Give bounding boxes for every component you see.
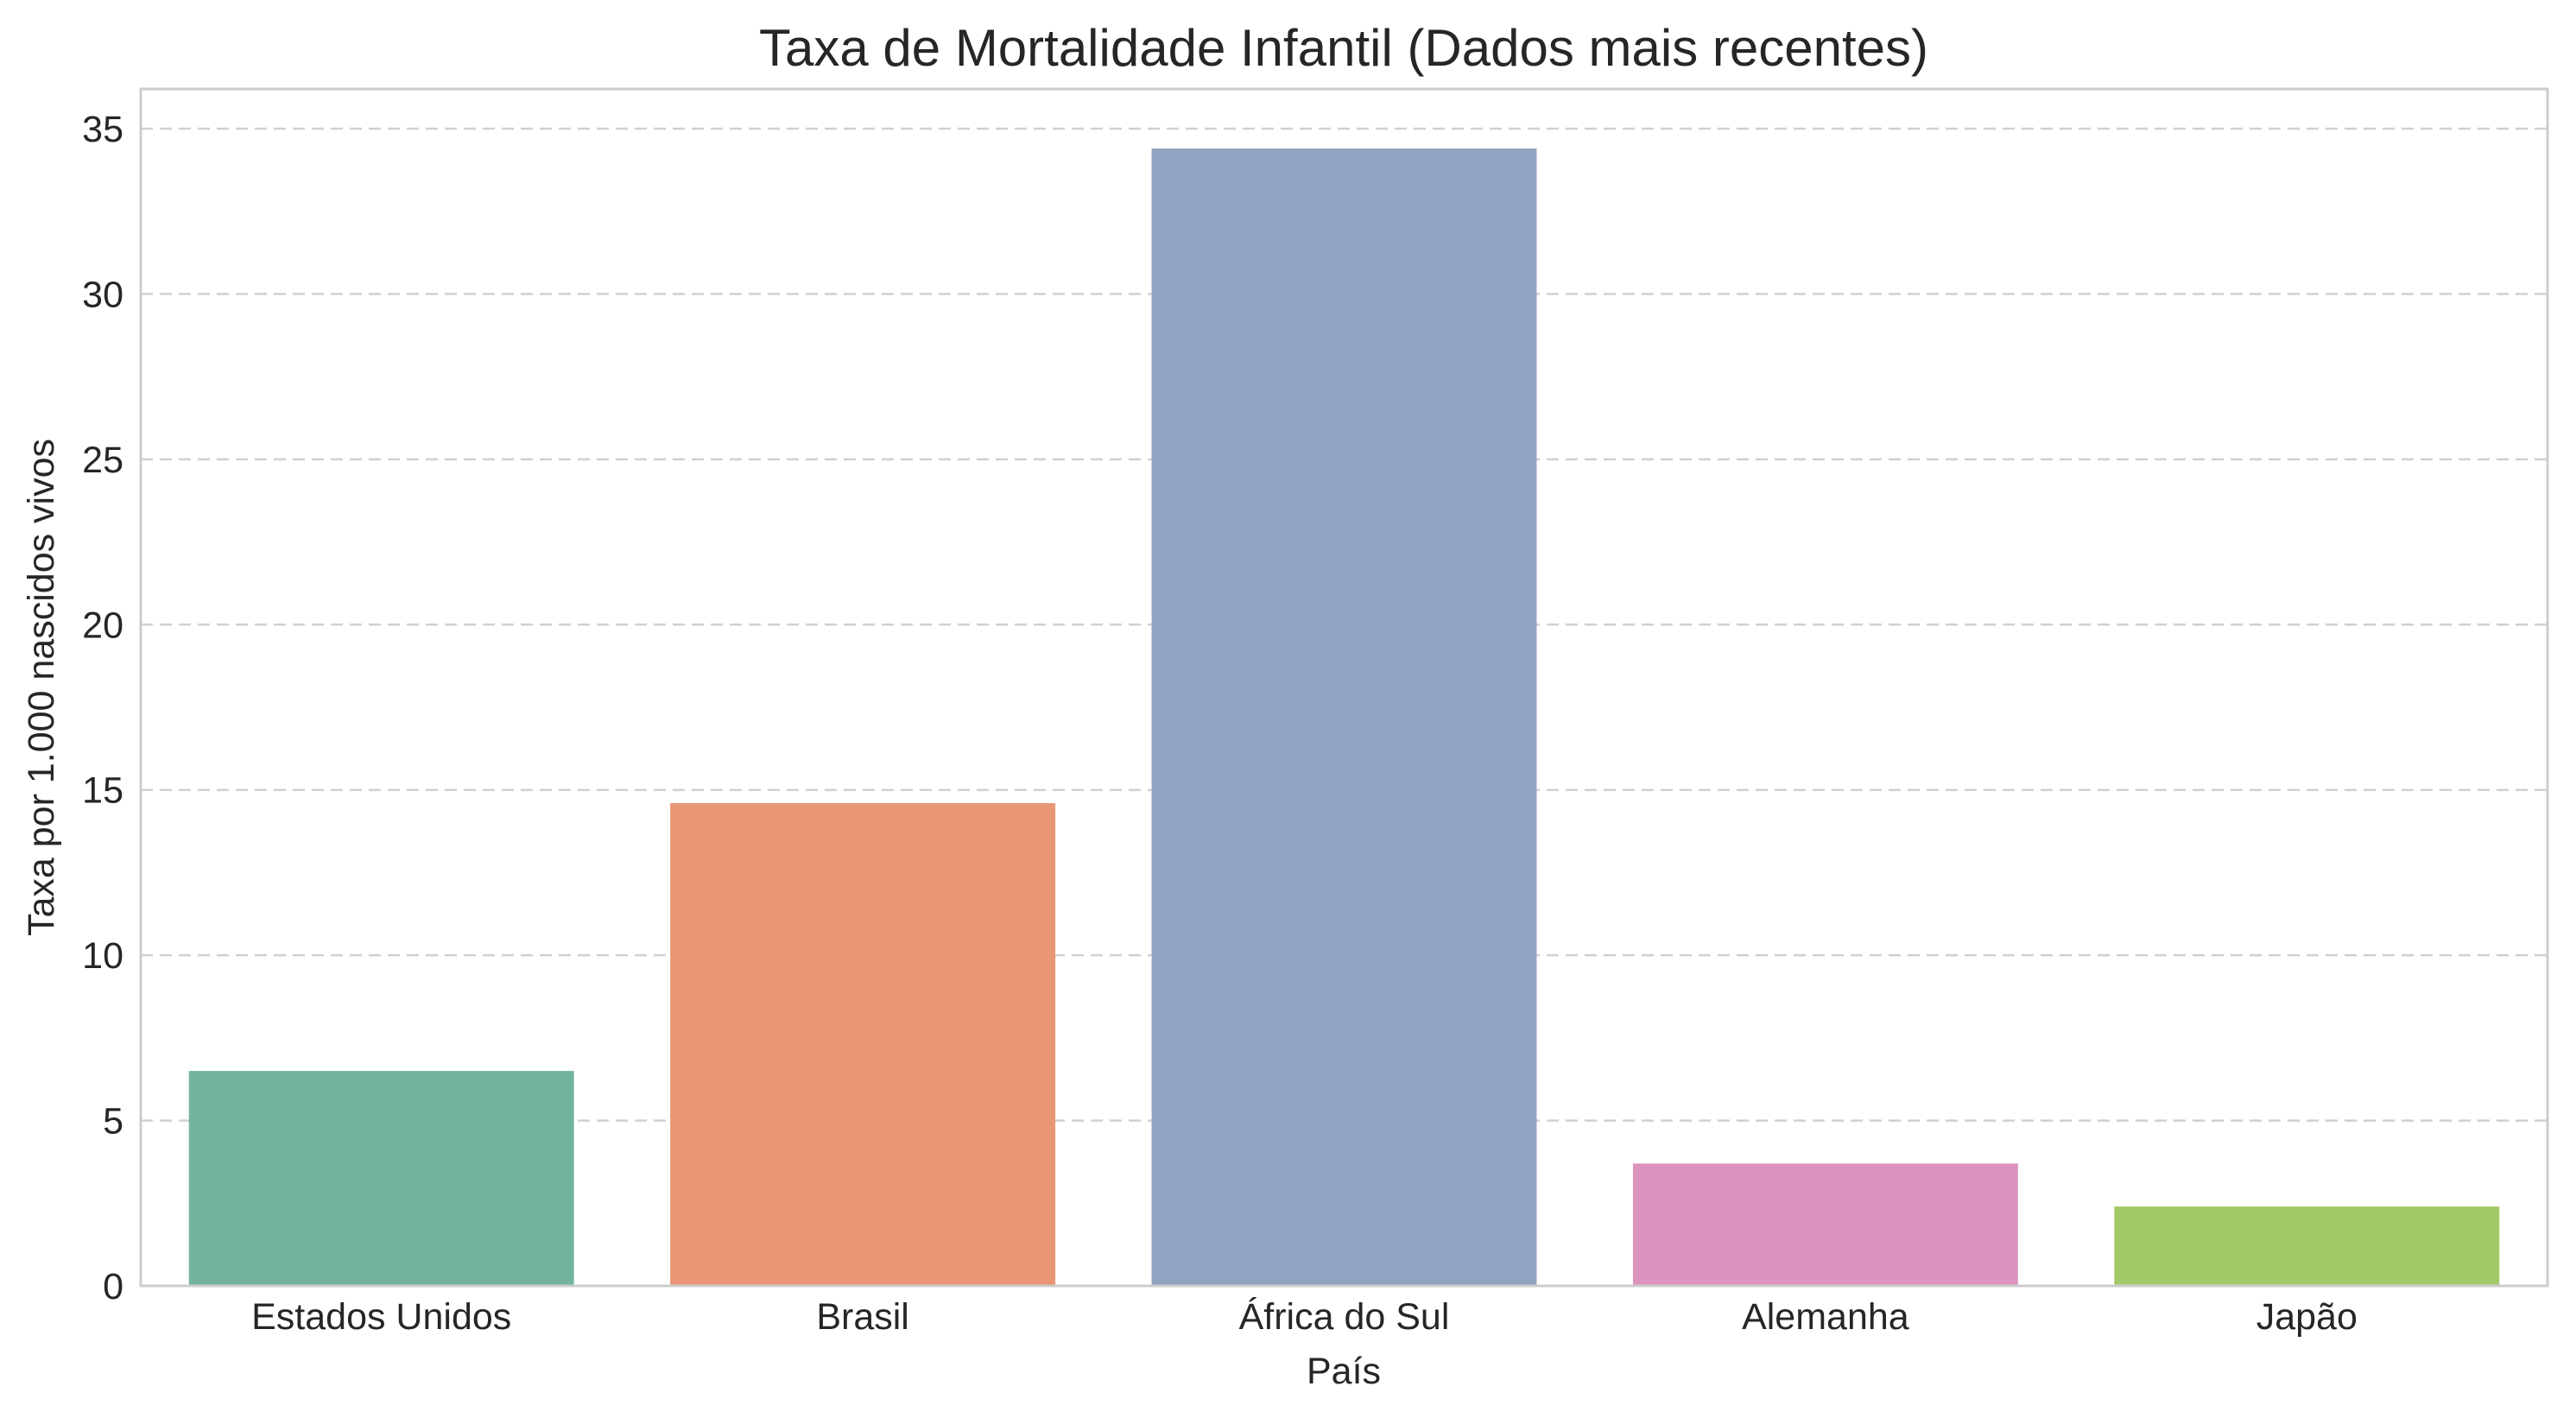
x-axis-label: País (1307, 1351, 1381, 1392)
bars (188, 148, 2500, 1287)
y-tick-label: 20 (82, 605, 123, 646)
x-tick-label: Brasil (816, 1296, 909, 1338)
y-tick-label: 30 (82, 274, 123, 315)
bar-3 (1632, 1163, 2018, 1286)
x-tick-label: Alemanha (1742, 1296, 1909, 1338)
y-tick-label: 10 (82, 935, 123, 977)
y-axis-label: Taxa por 1.000 nascidos vivos (21, 439, 62, 936)
chart-title: Taxa de Mortalidade Infantil (Dados mais… (759, 19, 1928, 77)
plot-frame (139, 87, 2549, 1288)
bar-1 (670, 803, 1056, 1286)
x-axis-ticks: Estados Unidos Brasil África do Sul Alemanh… (251, 1296, 2358, 1338)
y-tick-label: 35 (82, 109, 123, 150)
y-tick-label: 15 (82, 770, 123, 812)
bar-4 (2114, 1206, 2500, 1286)
x-tick-label: Japão (2256, 1296, 2358, 1338)
y-tick-label: 0 (103, 1266, 123, 1307)
x-tick-label: Estados Unidos (251, 1296, 511, 1338)
y-tick-label: 5 (103, 1101, 123, 1143)
y-axis-ticks: 0 5 10 15 20 25 30 35 (82, 109, 123, 1307)
x-tick-label: África do Sul (1239, 1296, 1450, 1338)
bar-2 (1151, 148, 1537, 1287)
y-tick-label: 25 (82, 440, 123, 481)
bar-0 (188, 1071, 574, 1286)
